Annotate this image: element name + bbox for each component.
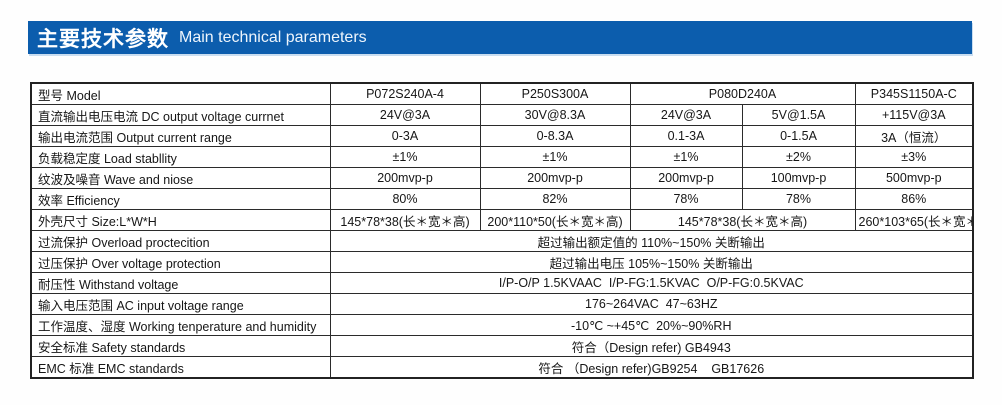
cell-input-voltage: 176~264VAC 47~63HZ xyxy=(329,293,974,315)
table-row-efficiency: 效率 Efficiency 80% 82% 78% 78% 86% xyxy=(30,188,974,210)
cell-model-3: P080D240A xyxy=(629,82,856,105)
cell-overvoltage-protection: 超过输出电压 105%~150% 关断输出 xyxy=(329,251,974,273)
table-row-current-range: 输出电流范围 Output current range 0-3A 0-8.3A … xyxy=(30,125,974,147)
cell-load-stability-2: ±1% xyxy=(479,146,631,168)
row-label-input-voltage: 输入电压范围 AC input voltage range xyxy=(30,293,331,315)
cell-size-2: 200*110*50(长＊宽＊高) xyxy=(479,209,631,231)
section-banner: 主要技术参数 Main technical parameters xyxy=(28,21,972,54)
cell-current-range-3: 0.1-3A xyxy=(629,125,743,147)
cell-dc-output-1: 24V@3A xyxy=(329,104,481,126)
table-row-load-stability: 负载稳定度 Load stabllity ±1% ±1% ±1% ±2% ±3% xyxy=(30,146,974,168)
cell-load-stability-3: ±1% xyxy=(629,146,743,168)
row-label-efficiency: 效率 Efficiency xyxy=(30,188,331,210)
cell-ripple-noise-1: 200mvp-p xyxy=(329,167,481,189)
section-title-chinese: 主要技术参数 xyxy=(37,27,169,51)
cell-overload-protection: 超过输出额定值的 110%~150% 关断输出 xyxy=(329,230,974,252)
cell-current-range-4: 0-1.5A xyxy=(741,125,856,147)
cell-model-1: P072S240A-4 xyxy=(329,82,481,105)
cell-ripple-noise-2: 200mvp-p xyxy=(479,167,631,189)
table-row-dc-output: 直流输出电压电流 DC output voltage currnet 24V@3… xyxy=(30,104,974,126)
row-label-ripple-noise: 纹波及噪音 Wave and niose xyxy=(30,167,331,189)
cell-emc-standards: 符合 （Design refer)GB9254 GB17626 xyxy=(329,356,974,379)
table-row-overload-protection: 过流保护 Overload proctecition 超过输出额定值的 110%… xyxy=(30,230,974,252)
cell-size-3: 145*78*38(长＊宽＊高) xyxy=(629,209,856,231)
cell-efficiency-3: 78% xyxy=(629,188,743,210)
cell-dc-output-5: +115V@3A xyxy=(854,104,974,126)
parameters-table: 型号 Model P072S240A-4 P250S300A P080D240A… xyxy=(30,82,975,379)
cell-current-range-1: 0-3A xyxy=(329,125,481,147)
table-row-size: 外壳尺寸 Size:L*W*H 145*78*38(长＊宽＊高) 200*110… xyxy=(30,209,974,231)
cell-temp-humidity: -10℃ ~+45℃ 20%~90%RH xyxy=(329,314,974,336)
table-row-input-voltage: 输入电压范围 AC input voltage range 176~264VAC… xyxy=(30,293,974,315)
row-label-temp-humidity: 工作温度、湿度 Working tenperature and humidity xyxy=(30,314,331,336)
table-row-emc-standards: EMC 标准 EMC standards 符合 （Design refer)GB… xyxy=(30,356,974,379)
table-row-withstand-voltage: 耐压性 Withstand voltage I/P-O/P 1.5KVAAC I… xyxy=(30,272,974,294)
table-row-safety-standards: 安全标准 Safety standards 符合（Design refer) G… xyxy=(30,335,974,357)
row-label-emc-standards: EMC 标准 EMC standards xyxy=(30,356,331,379)
row-label-model: 型号 Model xyxy=(30,82,331,105)
cell-load-stability-1: ±1% xyxy=(329,146,481,168)
cell-current-range-2: 0-8.3A xyxy=(479,125,631,147)
row-label-overload-protection: 过流保护 Overload proctecition xyxy=(30,230,331,252)
cell-efficiency-1: 80% xyxy=(329,188,481,210)
cell-load-stability-5: ±3% xyxy=(854,146,974,168)
row-label-dc-output: 直流输出电压电流 DC output voltage currnet xyxy=(30,104,331,126)
cell-efficiency-2: 82% xyxy=(479,188,631,210)
cell-efficiency-5: 86% xyxy=(854,188,974,210)
row-label-overvoltage-protection: 过压保护 Over voltage protection xyxy=(30,251,331,273)
row-label-load-stability: 负载稳定度 Load stabllity xyxy=(30,146,331,168)
row-label-current-range: 输出电流范围 Output current range xyxy=(30,125,331,147)
row-label-size: 外壳尺寸 Size:L*W*H xyxy=(30,209,331,231)
cell-dc-output-2: 30V@8.3A xyxy=(479,104,631,126)
cell-model-2: P250S300A xyxy=(479,82,631,105)
cell-safety-standards: 符合（Design refer) GB4943 xyxy=(329,335,974,357)
table-row-overvoltage-protection: 过压保护 Over voltage protection 超过输出电压 105%… xyxy=(30,251,974,273)
cell-size-4: 260*103*65(长＊宽＊高) xyxy=(854,209,974,231)
cell-size-1: 145*78*38(长＊宽＊高) xyxy=(329,209,481,231)
cell-dc-output-4: 5V@1.5A xyxy=(741,104,856,126)
cell-current-range-5: 3A（恒流） xyxy=(854,125,974,147)
cell-efficiency-4: 78% xyxy=(741,188,856,210)
table-row-temp-humidity: 工作温度、湿度 Working tenperature and humidity… xyxy=(30,314,974,336)
cell-withstand-voltage: I/P-O/P 1.5KVAAC I/P-FG:1.5KVAC O/P-FG:0… xyxy=(329,272,974,294)
table-row-model: 型号 Model P072S240A-4 P250S300A P080D240A… xyxy=(30,82,974,105)
cell-ripple-noise-5: 500mvp-p xyxy=(854,167,974,189)
row-label-withstand-voltage: 耐压性 Withstand voltage xyxy=(30,272,331,294)
cell-model-4: P345S1150A-C xyxy=(854,82,974,105)
cell-load-stability-4: ±2% xyxy=(741,146,856,168)
section-title-english: Main technical parameters xyxy=(179,28,367,46)
row-label-safety-standards: 安全标准 Safety standards xyxy=(30,335,331,357)
cell-ripple-noise-4: 100mvp-p xyxy=(741,167,856,189)
table-row-ripple-noise: 纹波及噪音 Wave and niose 200mvp-p 200mvp-p 2… xyxy=(30,167,974,189)
cell-dc-output-3: 24V@3A xyxy=(629,104,743,126)
cell-ripple-noise-3: 200mvp-p xyxy=(629,167,743,189)
